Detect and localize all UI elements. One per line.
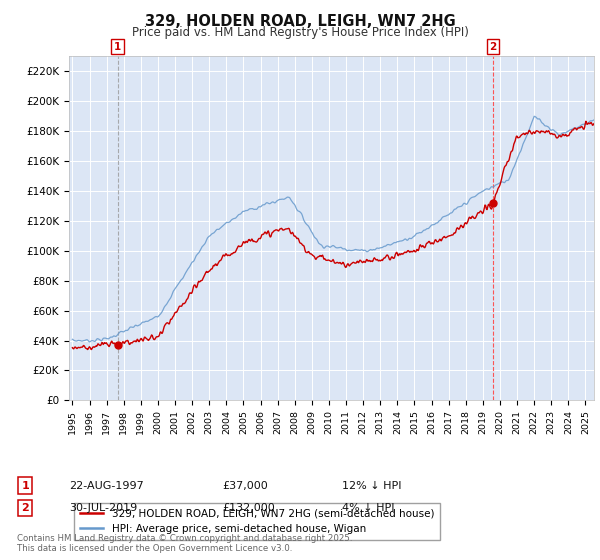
Text: 22-AUG-1997: 22-AUG-1997 [69,480,144,491]
Legend: 329, HOLDEN ROAD, LEIGH, WN7 2HG (semi-detached house), HPI: Average price, semi: 329, HOLDEN ROAD, LEIGH, WN7 2HG (semi-d… [74,503,440,540]
Text: 1: 1 [114,42,121,52]
Text: 329, HOLDEN ROAD, LEIGH, WN7 2HG: 329, HOLDEN ROAD, LEIGH, WN7 2HG [145,14,455,29]
Text: 12% ↓ HPI: 12% ↓ HPI [342,480,401,491]
Text: 4% ↓ HPI: 4% ↓ HPI [342,503,395,513]
Text: 2: 2 [22,503,29,513]
Text: Contains HM Land Registry data © Crown copyright and database right 2025.
This d: Contains HM Land Registry data © Crown c… [17,534,352,553]
Text: 30-JUL-2019: 30-JUL-2019 [69,503,137,513]
Text: £132,000: £132,000 [222,503,275,513]
Text: Price paid vs. HM Land Registry's House Price Index (HPI): Price paid vs. HM Land Registry's House … [131,26,469,39]
Text: £37,000: £37,000 [222,480,268,491]
Text: 2: 2 [489,42,496,52]
Text: 1: 1 [22,480,29,491]
